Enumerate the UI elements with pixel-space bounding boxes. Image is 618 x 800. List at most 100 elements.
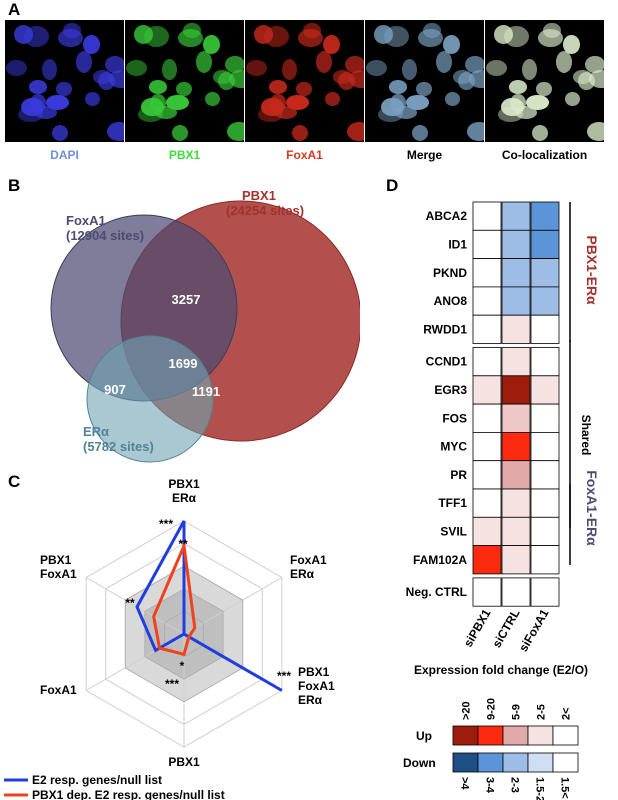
heatmap-row-label: PR	[450, 468, 467, 482]
nucleus	[573, 69, 593, 85]
legend-up-tick: 5-9	[511, 704, 523, 720]
venn-diagram: FoxA1 (12904 sites) PBX1 (24254 sites) E…	[50, 188, 360, 463]
legend-down-tick: 1.5<	[559, 777, 571, 799]
nucleus	[5, 59, 27, 76]
venn-circle-era	[86, 335, 214, 463]
heatmap-cell	[530, 460, 560, 490]
nucleus	[229, 70, 244, 89]
venn-count-foxa1-pbx1: 3257	[172, 292, 201, 307]
nucleus	[63, 22, 82, 39]
radar-star-red-bottom: *	[180, 659, 185, 673]
nucleus	[21, 97, 44, 117]
venn-sites-pbx1: (24254 sites)	[226, 203, 304, 218]
nucleus	[93, 69, 113, 85]
nucleus	[411, 125, 428, 142]
nucleus	[381, 97, 404, 117]
radar-star-blue-left: **	[125, 596, 135, 610]
radar-axis-label-ll: FoxA1	[40, 683, 77, 697]
heatmap-cell	[472, 314, 502, 344]
heatmap-cell	[501, 577, 531, 607]
nucleus	[29, 80, 48, 94]
panel-d-letter: D	[386, 176, 399, 195]
nucleus	[526, 95, 550, 111]
legend-down-tick: 3-4	[484, 777, 496, 794]
nucleus	[465, 55, 484, 73]
venn-count-all: 1699	[169, 356, 198, 371]
legend-down-swatch	[552, 752, 579, 773]
nucleus	[435, 50, 452, 73]
nucleus	[401, 58, 417, 80]
radar-axis-label-ur-1: FoxA1	[290, 553, 327, 567]
heatmap-cell	[472, 431, 502, 462]
micrograph-label: Merge	[406, 148, 443, 162]
micrograph-label: PBX1	[168, 148, 201, 162]
nucleus	[563, 34, 581, 55]
fold-change-legend-title: Expression fold change (E2/O)	[414, 663, 588, 677]
heatmap-row-label: ANO8	[434, 294, 468, 308]
heatmap-cell	[472, 258, 502, 288]
nucleus	[323, 34, 341, 55]
nucleus	[345, 55, 364, 73]
nucleus	[444, 91, 461, 107]
heatmap-row-label: FAM102A	[413, 553, 467, 567]
heatmap-row-label: TFF1	[438, 496, 467, 510]
nucleus	[225, 55, 244, 73]
venn-count-pbx1-era: 1191	[192, 384, 220, 399]
nucleus	[176, 81, 192, 97]
nucleus	[125, 59, 147, 76]
nucleus	[469, 70, 484, 89]
panel-b-letter: B	[8, 176, 21, 195]
nucleus	[406, 95, 430, 111]
nucleus	[453, 69, 473, 85]
nucleus	[109, 70, 124, 89]
nucleus	[75, 50, 92, 73]
heatmap-cell	[530, 347, 560, 377]
nucleus	[555, 50, 572, 73]
radar-axis-label-ul-1: PBX1	[40, 553, 72, 567]
venn-label-era: ERα	[83, 424, 109, 439]
heatmap: ABCA2 ID1 PKND ANO8 RWDD1 CCND1 EGR3 FOS MYC PR TF…	[403, 201, 600, 800]
heatmap-cell	[472, 229, 502, 259]
radar-axis-label-lr-2: FoxA1	[298, 679, 335, 693]
nucleus	[213, 69, 233, 85]
nucleus	[494, 25, 514, 45]
radar-axis-label-bottom: PBX1	[168, 755, 200, 769]
panel-c-letter: C	[8, 472, 21, 491]
legend-down-tick: 2-3	[509, 777, 521, 793]
heatmap-cell	[530, 286, 560, 316]
heatmap-cell	[530, 577, 560, 607]
heatmap-row-label: RWDD1	[423, 322, 467, 336]
nucleus	[105, 55, 124, 73]
heatmap-row-label: PKND	[433, 266, 467, 280]
nucleus	[324, 91, 341, 107]
heatmap-cell	[501, 229, 531, 259]
legend-down-swatch	[527, 752, 554, 773]
nucleus	[485, 59, 507, 76]
nucleus	[261, 97, 284, 117]
heatmap-cell	[501, 516, 531, 546]
nucleus	[296, 81, 312, 97]
panel-a-letter: A	[8, 0, 21, 19]
heatmap-cell	[501, 201, 531, 231]
micrograph-label: FoxA1	[286, 148, 323, 162]
heatmap-cell	[530, 229, 560, 259]
nucleus	[149, 80, 168, 94]
legend-up-tick: 9-20	[486, 698, 498, 720]
legend-label-blue: E2 resp. genes/null list	[32, 773, 162, 787]
nucleus	[41, 58, 57, 80]
nucleus	[254, 25, 274, 45]
legend-up-tick: 2<	[561, 707, 573, 720]
nucleus	[83, 34, 101, 55]
heatmap-row-label: CCND1	[426, 355, 468, 369]
group-label-shared: Shared	[579, 415, 593, 456]
heatmap-cell	[472, 403, 502, 433]
nucleus	[84, 91, 101, 107]
nucleus	[586, 121, 604, 142]
heatmap-cell	[501, 545, 531, 575]
radar-spoke	[183, 577, 283, 635]
nucleus	[106, 121, 124, 142]
nucleus	[416, 81, 432, 97]
nucleus	[333, 69, 353, 85]
legend-down-swatch	[452, 752, 479, 773]
nucleus	[51, 125, 68, 142]
